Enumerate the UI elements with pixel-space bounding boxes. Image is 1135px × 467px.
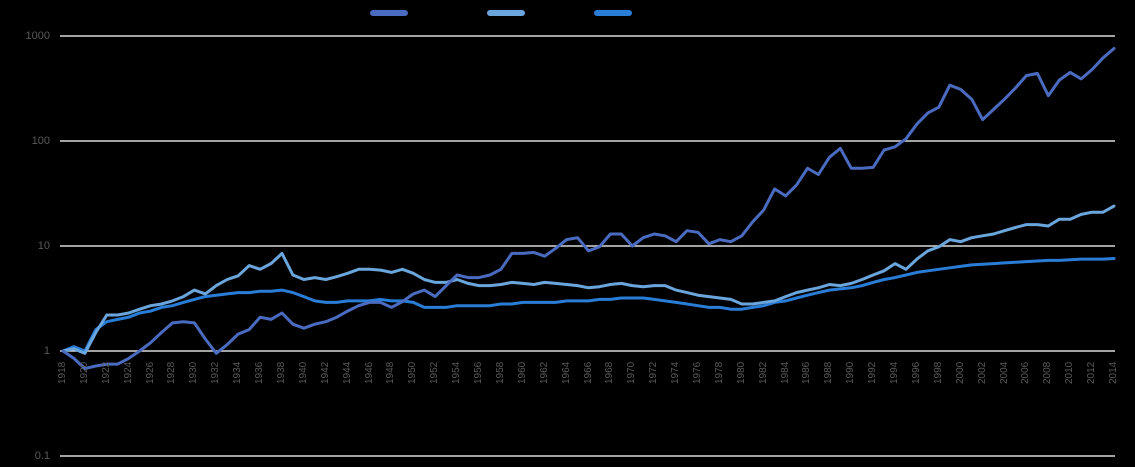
x-tick-1958: 1958 <box>494 361 506 384</box>
x-tick-1984: 1984 <box>779 361 791 384</box>
x-tick-1954: 1954 <box>451 361 463 384</box>
y-tick-0-1: 0.1 <box>34 450 50 462</box>
x-tick-1948: 1948 <box>385 361 397 384</box>
chart-legend <box>0 6 1135 20</box>
x-tick-2002: 2002 <box>976 361 988 384</box>
legend-swatch-series-2 <box>487 10 525 16</box>
x-tick-1982: 1982 <box>757 361 769 384</box>
x-tick-2010: 2010 <box>1064 361 1076 384</box>
x-tick-1962: 1962 <box>538 361 550 384</box>
x-tick-1950: 1950 <box>407 361 419 384</box>
x-tick-1930: 1930 <box>188 361 200 384</box>
legend-item-series-1[interactable] <box>370 6 414 20</box>
legend-swatch-series-1 <box>370 10 408 16</box>
x-tick-1970: 1970 <box>626 361 638 384</box>
x-tick-1934: 1934 <box>232 361 244 384</box>
x-tick-1928: 1928 <box>166 361 178 384</box>
legend-item-series-2[interactable] <box>487 6 531 20</box>
x-tick-1996: 1996 <box>910 361 922 384</box>
x-tick-1952: 1952 <box>429 361 441 384</box>
y-tick-1000: 1000 <box>25 30 50 42</box>
x-tick-1964: 1964 <box>560 361 572 384</box>
y-tick-100: 100 <box>31 135 50 147</box>
x-tick-1968: 1968 <box>604 361 616 384</box>
y-tick-10: 10 <box>37 240 50 252</box>
x-tick-1978: 1978 <box>713 361 725 384</box>
x-tick-2006: 2006 <box>1020 361 1032 384</box>
x-tick-1918: 1918 <box>57 361 68 384</box>
x-tick-1946: 1946 <box>363 361 375 384</box>
x-tick-1938: 1938 <box>275 361 287 384</box>
x-tick-1994: 1994 <box>889 361 901 384</box>
legend-item-series-3[interactable] <box>594 6 638 20</box>
series-line-2[interactable] <box>61 204 1116 355</box>
x-tick-1972: 1972 <box>648 361 660 384</box>
x-tick-1942: 1942 <box>319 361 331 384</box>
x-tick-2004: 2004 <box>998 361 1010 384</box>
x-tick-1936: 1936 <box>254 361 266 384</box>
x-tick-1980: 1980 <box>735 361 747 384</box>
x-tick-1944: 1944 <box>341 361 353 384</box>
y-tick-1: 1 <box>43 345 50 357</box>
x-tick-1922: 1922 <box>100 361 112 384</box>
x-tick-2014: 2014 <box>1108 361 1119 384</box>
x-tick-1926: 1926 <box>144 361 156 384</box>
x-tick-1992: 1992 <box>867 361 879 384</box>
x-tick-1998: 1998 <box>932 361 944 384</box>
x-tick-1924: 1924 <box>122 361 134 384</box>
series-line-3[interactable] <box>61 257 1116 353</box>
x-tick-2000: 2000 <box>954 361 966 384</box>
x-tick-1988: 1988 <box>823 361 835 384</box>
x-tick-1940: 1940 <box>297 361 309 384</box>
x-tick-1920: 1920 <box>78 361 90 384</box>
x-tick-1974: 1974 <box>670 361 682 384</box>
x-tick-1960: 1960 <box>516 361 528 384</box>
series-line-1[interactable] <box>61 47 1116 371</box>
x-tick-1986: 1986 <box>801 361 813 384</box>
legend-swatch-series-3 <box>594 10 632 16</box>
x-tick-1956: 1956 <box>473 361 485 384</box>
x-tick-2008: 2008 <box>1042 361 1054 384</box>
x-tick-2012: 2012 <box>1086 361 1098 384</box>
x-tick-1990: 1990 <box>845 361 857 384</box>
x-tick-1976: 1976 <box>691 361 703 384</box>
x-tick-1932: 1932 <box>210 361 222 384</box>
x-tick-1966: 1966 <box>582 361 594 384</box>
